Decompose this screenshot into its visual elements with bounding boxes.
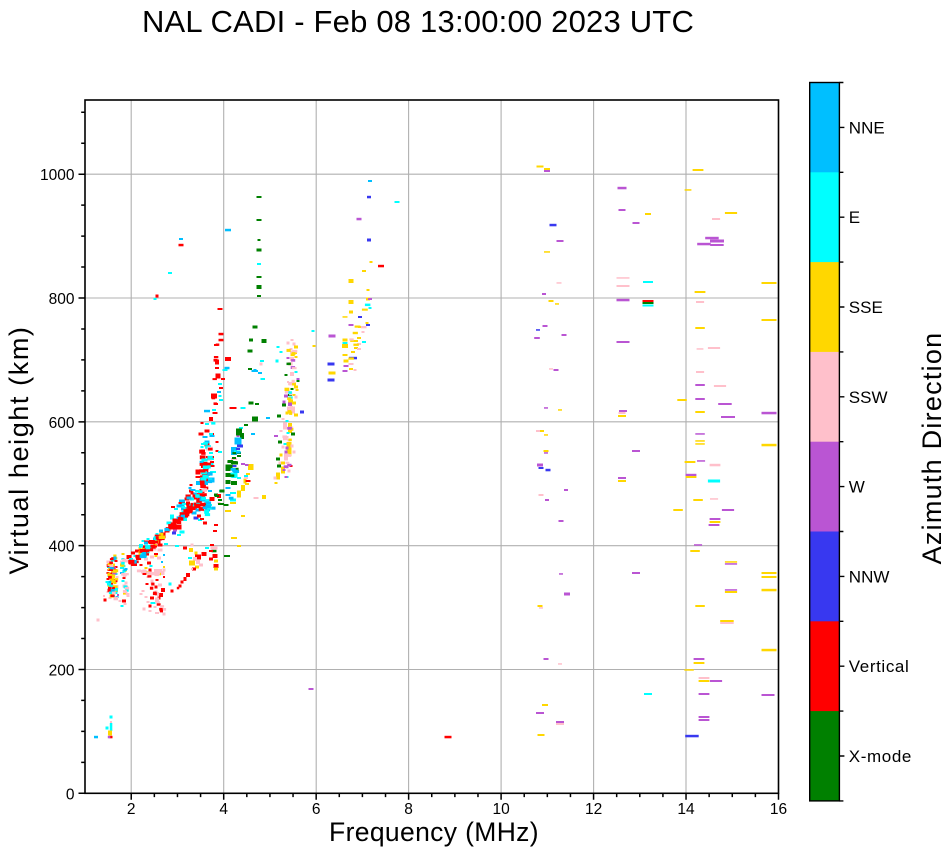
svg-text:X-mode: X-mode bbox=[849, 747, 912, 766]
svg-text:14: 14 bbox=[677, 801, 695, 818]
svg-text:Frequency (MHz): Frequency (MHz) bbox=[329, 817, 539, 847]
svg-text:16: 16 bbox=[770, 801, 787, 818]
svg-text:E: E bbox=[849, 208, 860, 227]
svg-text:1000: 1000 bbox=[40, 167, 75, 184]
svg-text:10: 10 bbox=[492, 801, 510, 818]
svg-text:0: 0 bbox=[66, 786, 75, 803]
svg-text:12: 12 bbox=[585, 801, 602, 818]
svg-text:NAL CADI - Feb 08 13:00:00 202: NAL CADI - Feb 08 13:00:00 2023 UTC bbox=[142, 4, 694, 39]
svg-text:NNE: NNE bbox=[849, 118, 885, 137]
svg-text:Azimuth Direction: Azimuth Direction bbox=[917, 332, 947, 565]
svg-text:SSE: SSE bbox=[849, 298, 883, 317]
svg-text:800: 800 bbox=[49, 291, 75, 308]
svg-text:W: W bbox=[849, 478, 865, 497]
svg-text:Vertical: Vertical bbox=[849, 657, 910, 676]
svg-text:NNW: NNW bbox=[849, 567, 890, 586]
svg-text:2: 2 bbox=[127, 801, 136, 818]
svg-text:Virtual height (km): Virtual height (km) bbox=[4, 326, 34, 575]
svg-text:600: 600 bbox=[49, 415, 75, 432]
svg-text:400: 400 bbox=[49, 539, 75, 556]
svg-text:SSW: SSW bbox=[849, 388, 888, 407]
svg-text:8: 8 bbox=[404, 801, 413, 818]
svg-text:4: 4 bbox=[219, 801, 228, 818]
svg-text:6: 6 bbox=[312, 801, 321, 818]
svg-text:200: 200 bbox=[49, 663, 75, 680]
